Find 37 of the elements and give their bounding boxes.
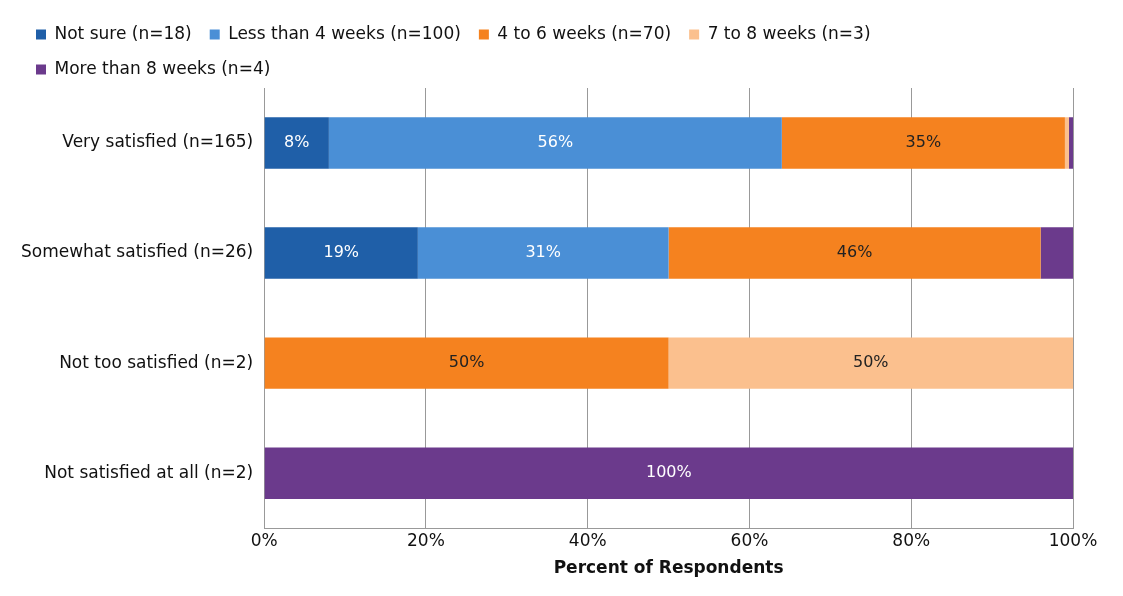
data-label: 100% <box>645 462 692 482</box>
legend-label: Not sure (n=18) <box>54 22 192 43</box>
bar <box>668 227 1041 279</box>
data-label: 56% <box>537 132 574 152</box>
data-label: 19% <box>323 242 360 262</box>
bar <box>1064 117 1069 169</box>
bar <box>264 117 329 169</box>
bar <box>264 447 1073 499</box>
data-label: 46% <box>836 242 873 262</box>
legend-label: 7 to 8 weeks (n=3) <box>707 22 871 43</box>
bar <box>264 227 418 279</box>
y-tick-label: Very satisfied (n=165) <box>62 131 254 152</box>
data-label: 31% <box>525 242 561 262</box>
legend-label: 4 to 6 weeks (n=70) <box>497 22 672 43</box>
legend-label: More than 8 weeks (n=4) <box>54 57 271 78</box>
x-tick-label: 20% <box>407 529 445 550</box>
bar <box>1068 117 1073 169</box>
x-axis-title: Percent of Respondents <box>553 557 784 578</box>
bar <box>417 227 669 279</box>
y-tick-label: Not satisfied at all (n=2) <box>44 461 254 482</box>
bar <box>668 337 1073 389</box>
bar <box>781 117 1065 169</box>
legend-label: Less than 4 weeks (n=100) <box>228 22 461 43</box>
data-label: 50% <box>448 352 485 372</box>
bar <box>1040 227 1073 279</box>
data-label: 8% <box>284 132 310 152</box>
y-tick-label: Somewhat satisfied (n=26) <box>20 241 254 262</box>
x-tick-label: 80% <box>892 529 931 550</box>
x-tick-label: 40% <box>568 529 607 550</box>
bar <box>328 117 782 169</box>
bar <box>264 337 669 389</box>
data-label: 35% <box>905 132 942 152</box>
x-tick-label: 60% <box>730 529 769 550</box>
data-label: 50% <box>853 352 889 372</box>
x-tick-label: 100% <box>1048 529 1098 550</box>
x-tick-label: 0% <box>250 529 278 550</box>
y-tick-label: Not too satisfied (n=2) <box>59 351 254 372</box>
